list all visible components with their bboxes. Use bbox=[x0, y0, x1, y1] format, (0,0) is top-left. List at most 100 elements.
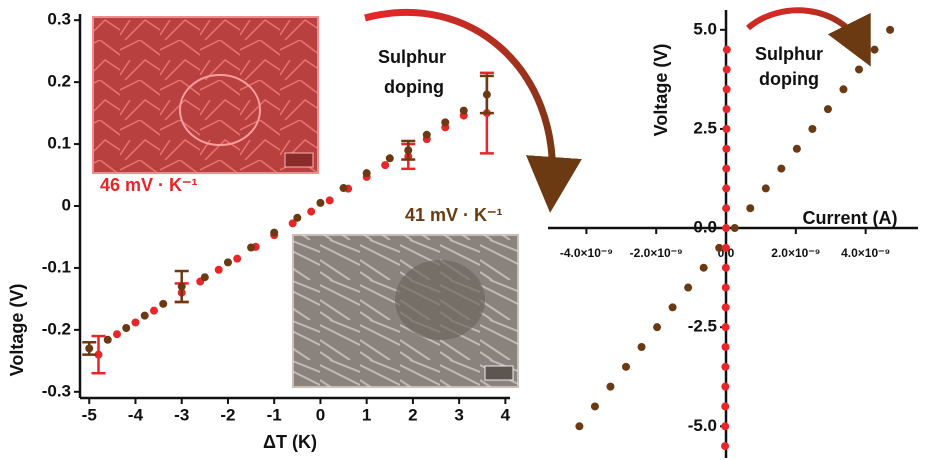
x-tick-label: -1 bbox=[267, 405, 282, 424]
data-point bbox=[362, 169, 371, 178]
y-axis-title: Voltage (V) bbox=[7, 284, 27, 377]
data-point bbox=[94, 350, 103, 359]
data-point bbox=[653, 323, 662, 332]
x-tick-label: 1 bbox=[362, 405, 371, 424]
data-point bbox=[722, 85, 731, 94]
data-point bbox=[575, 422, 584, 431]
y-tick-label: 2.5 bbox=[693, 118, 717, 137]
data-point bbox=[149, 306, 158, 315]
y-axis-title: Voltage (V) bbox=[651, 44, 671, 137]
data-point bbox=[722, 144, 731, 153]
data-point bbox=[870, 45, 879, 54]
data-point bbox=[792, 144, 801, 153]
annotation: doping bbox=[759, 69, 819, 89]
x-axis-title: Current (A) bbox=[803, 208, 898, 228]
data-point bbox=[159, 299, 168, 308]
data-point bbox=[288, 219, 297, 228]
data-point bbox=[715, 243, 724, 252]
data-point bbox=[668, 303, 677, 312]
data-point bbox=[721, 243, 730, 252]
data-point bbox=[855, 65, 864, 74]
annotation: Sulphur bbox=[755, 44, 823, 64]
data-point bbox=[339, 184, 348, 193]
data-point bbox=[684, 283, 693, 292]
data-point bbox=[721, 422, 730, 431]
x-tick-label: 4.0×10⁻⁹ bbox=[841, 246, 890, 260]
data-point bbox=[886, 25, 895, 34]
x-tick-label: -4 bbox=[128, 405, 144, 424]
y-tick-label: 0.3 bbox=[47, 10, 71, 29]
x-tick-label: 3 bbox=[454, 405, 463, 424]
data-point bbox=[482, 90, 491, 99]
data-point bbox=[85, 344, 94, 353]
data-point bbox=[214, 265, 223, 274]
data-point bbox=[441, 118, 450, 127]
y-tick-label: 0.0 bbox=[693, 218, 717, 237]
data-point bbox=[699, 263, 708, 272]
data-point bbox=[637, 342, 646, 351]
data-point bbox=[200, 273, 209, 282]
x-tick-label: -4.0×10⁻⁹ bbox=[560, 246, 613, 260]
y-tick-label: 0 bbox=[62, 195, 71, 214]
annotation: Sulphur bbox=[378, 47, 446, 67]
data-point bbox=[722, 124, 731, 133]
y-tick-label: 5.0 bbox=[693, 19, 717, 38]
x-tick-label: -2.0×10⁻⁹ bbox=[630, 246, 683, 260]
data-point bbox=[777, 164, 786, 173]
data-point bbox=[722, 45, 731, 54]
doping-arrow bbox=[746, 7, 871, 67]
data-point bbox=[233, 254, 242, 263]
data-point bbox=[722, 164, 731, 173]
data-point bbox=[721, 442, 730, 451]
data-point bbox=[722, 105, 731, 114]
slope-label: 41 mV · K⁻¹ bbox=[405, 205, 503, 225]
data-point bbox=[122, 324, 131, 333]
data-point bbox=[622, 362, 631, 371]
data-point bbox=[722, 204, 731, 213]
sem-image-red bbox=[92, 16, 319, 174]
data-point bbox=[721, 303, 730, 312]
x-tick-label: 2.0×10⁻⁹ bbox=[771, 246, 820, 260]
y-tick-label: -5.0 bbox=[688, 416, 717, 435]
data-point bbox=[223, 258, 232, 267]
data-point bbox=[316, 198, 325, 207]
annotation: doping bbox=[384, 77, 444, 97]
y-tick-label: -0.3 bbox=[42, 381, 71, 400]
data-point bbox=[307, 207, 316, 216]
data-point bbox=[381, 161, 390, 170]
x-tick-label: 4 bbox=[501, 405, 511, 424]
slope-label: 46 mV · K⁻¹ bbox=[100, 175, 198, 195]
y-tick-label: -2.5 bbox=[688, 317, 717, 336]
data-point bbox=[839, 85, 848, 94]
y-tick-label: 0.2 bbox=[47, 72, 71, 91]
data-point bbox=[721, 342, 730, 351]
data-point bbox=[140, 311, 149, 320]
data-point bbox=[422, 130, 431, 139]
data-point bbox=[721, 362, 730, 371]
x-tick-label: -5 bbox=[82, 405, 97, 424]
data-point bbox=[721, 382, 730, 391]
data-point bbox=[293, 213, 302, 222]
data-point bbox=[112, 330, 121, 339]
data-point bbox=[721, 263, 730, 272]
x-axis-title: ΔT (K) bbox=[263, 432, 317, 452]
data-point bbox=[385, 154, 394, 163]
data-point bbox=[722, 184, 731, 193]
data-point bbox=[823, 105, 832, 114]
data-point bbox=[131, 318, 140, 327]
data-point bbox=[606, 382, 615, 391]
sem-image-gray bbox=[292, 234, 519, 388]
data-point bbox=[808, 124, 817, 133]
x-tick-label: 0 bbox=[316, 405, 325, 424]
data-point bbox=[270, 228, 279, 237]
data-point bbox=[722, 224, 731, 233]
data-point bbox=[177, 282, 186, 291]
data-point bbox=[325, 196, 334, 205]
x-tick-label: -3 bbox=[174, 405, 189, 424]
data-point bbox=[459, 106, 468, 115]
data-point bbox=[761, 184, 770, 193]
x-tick-label: 2 bbox=[408, 405, 417, 424]
data-point bbox=[722, 65, 731, 74]
